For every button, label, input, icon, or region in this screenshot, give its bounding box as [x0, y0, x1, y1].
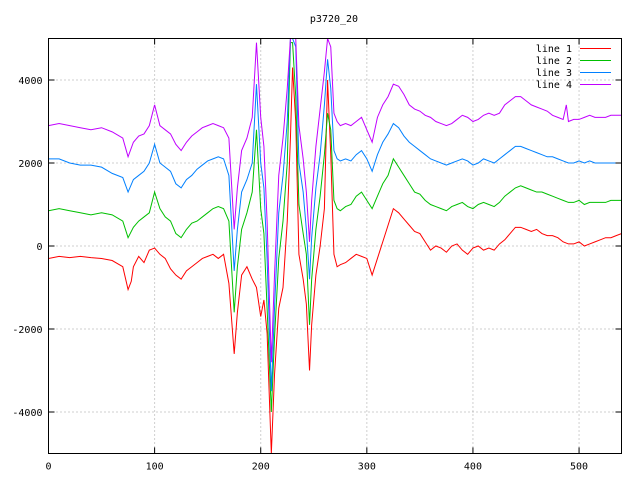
series-line-1 [48, 67, 622, 454]
y-tick-label: 0 [36, 242, 42, 253]
legend-label: line 1 [536, 44, 572, 55]
series-line-2 [48, 42, 622, 413]
x-tick-label: 400 [464, 462, 482, 473]
y-tick-label: 4000 [18, 76, 42, 87]
legend-label: line 3 [536, 68, 572, 79]
grid [48, 38, 622, 454]
x-tick-label: 300 [358, 462, 376, 473]
legend-label: line 2 [536, 56, 572, 67]
chart-title: p3720_20 [310, 14, 358, 25]
axis-ticks: 0 100 200 300 400 500 -4000 -2000 0 2000 4000 [12, 38, 622, 473]
series-line-4 [48, 38, 622, 363]
legend-label: line 4 [536, 80, 572, 91]
plot-area-border [48, 38, 622, 454]
y-tick-label: -4000 [12, 408, 42, 419]
series-line-3 [48, 38, 622, 392]
y-tick-label: -2000 [12, 325, 42, 336]
x-tick-label: 500 [570, 462, 588, 473]
x-tick-label: 200 [252, 462, 270, 473]
series-lines [48, 38, 622, 454]
y-tick-label: 2000 [18, 159, 42, 170]
x-tick-label: 0 [45, 462, 51, 473]
x-tick-label: 100 [146, 462, 164, 473]
